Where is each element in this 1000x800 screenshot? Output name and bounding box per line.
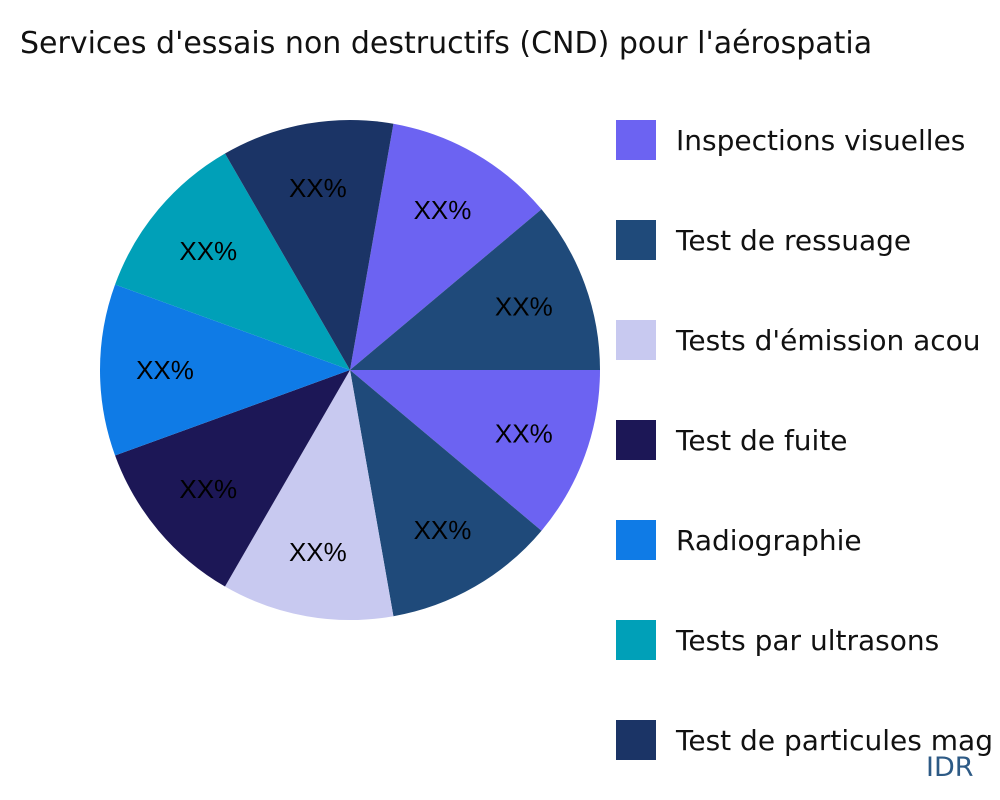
brand-watermark: IDR bbox=[926, 752, 974, 783]
legend-swatch bbox=[616, 120, 656, 160]
legend-item[interactable]: Test de ressuage bbox=[616, 220, 911, 260]
legend-label: Test de ressuage bbox=[676, 223, 912, 257]
legend-item[interactable]: Tests d'émission acou bbox=[616, 320, 981, 360]
legend-label: Test de particules mag bbox=[676, 723, 993, 757]
legend-item[interactable]: Radiographie bbox=[616, 520, 862, 560]
legend-swatch bbox=[616, 520, 656, 560]
pie-slice bbox=[225, 120, 394, 371]
legend-swatch bbox=[616, 320, 656, 360]
legend-item[interactable]: Test de fuite bbox=[616, 420, 848, 460]
legend-label: Tests par ultrasons bbox=[676, 623, 940, 657]
slice-label: XX% bbox=[179, 236, 237, 266]
pie-slice bbox=[99, 284, 350, 456]
legend-label: Test de fuite bbox=[676, 423, 848, 457]
pie-slice bbox=[350, 370, 600, 531]
slice-label: XX% bbox=[414, 515, 472, 545]
pie-slice bbox=[115, 153, 350, 370]
legend-item[interactable]: Test de particules mag bbox=[616, 720, 993, 760]
pie-slice bbox=[225, 370, 394, 621]
chart-title: Services d'essais non destructifs (CND) … bbox=[20, 26, 873, 61]
legend-label: Tests d'émission acou bbox=[676, 323, 981, 357]
legend-label: Inspections visuelles bbox=[676, 123, 966, 157]
legend-label: Radiographie bbox=[676, 523, 862, 557]
legend-swatch bbox=[616, 420, 656, 460]
legend-item[interactable]: Tests par ultrasons bbox=[616, 620, 939, 660]
slice-label: XX% bbox=[495, 292, 553, 322]
pie-slice bbox=[350, 123, 542, 370]
slice-label: XX% bbox=[179, 474, 237, 504]
slice-label: XX% bbox=[414, 195, 472, 225]
pie-slice bbox=[350, 209, 600, 370]
legend-swatch bbox=[616, 220, 656, 260]
slice-label: XX% bbox=[136, 355, 194, 385]
legend-swatch bbox=[616, 620, 656, 660]
pie-slice bbox=[115, 370, 350, 587]
slice-label: XX% bbox=[289, 173, 347, 203]
slice-label: XX% bbox=[289, 537, 347, 567]
pie-slice bbox=[350, 370, 542, 617]
legend-item[interactable]: Inspections visuelles bbox=[616, 120, 965, 160]
legend-swatch bbox=[616, 720, 656, 760]
slice-label: XX% bbox=[495, 418, 553, 448]
